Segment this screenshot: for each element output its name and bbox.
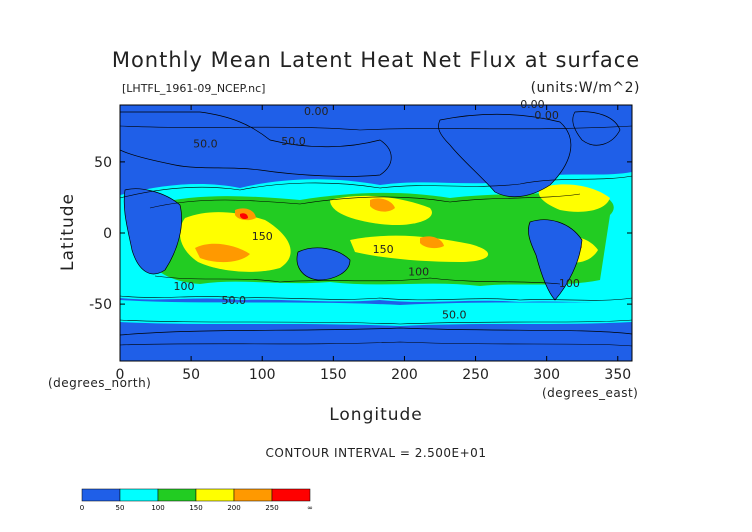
contour-line	[120, 175, 632, 199]
colorbar-level-label: 50	[116, 504, 125, 512]
x-tick-label: 150	[320, 367, 347, 383]
colorbar-swatches	[81, 488, 311, 502]
x-tick-label: 350	[604, 367, 631, 383]
contour-line	[154, 275, 561, 285]
land-north-america	[438, 113, 572, 198]
x-tick-label: 200	[391, 367, 418, 383]
contour-value-label: 100	[174, 280, 195, 293]
contour-line	[120, 341, 632, 347]
axes-group: 0 50 100 150 200 250 300 350 -50 0 50	[89, 105, 632, 383]
contour-line	[120, 319, 632, 325]
contour-band-200-250-3	[420, 236, 444, 249]
x-tick-label: 100	[249, 367, 276, 383]
contour-band-150-200-central	[350, 235, 489, 262]
x-tick-label: 0	[116, 367, 125, 383]
colorbar-level-label: 200	[227, 504, 240, 512]
colorbar-level-label: 0	[80, 504, 84, 512]
colorbar-level-label: 100	[151, 504, 164, 512]
contour-value-label: 50.0	[281, 135, 306, 148]
contour-band-200-250-1	[195, 243, 250, 263]
land-europe-asia	[120, 111, 392, 177]
contour-value-label: 150	[252, 230, 273, 243]
y-tick-label: 0	[103, 226, 112, 242]
contour-value-label: 0.00	[534, 109, 559, 122]
contour-band-200-250-2	[370, 198, 395, 212]
contour-value-label: 50.0	[442, 308, 467, 321]
contour-labels-group: 0.000.000.0050.050.015015010010050.050.0…	[174, 98, 580, 321]
x-tick-label: 250	[462, 367, 489, 383]
contour-line	[120, 125, 632, 131]
y-tick-label: 50	[94, 155, 112, 171]
contour-value-label: 100	[559, 277, 580, 290]
colorbar-swatch	[157, 488, 197, 502]
contour-value-label: 50.0	[193, 138, 218, 151]
colorbar-level-label: 250	[265, 504, 278, 512]
land-greenland	[572, 111, 621, 146]
x-axis-label: Longitude	[329, 405, 423, 425]
colorbar-swatch	[271, 488, 311, 502]
contour-line	[120, 295, 632, 301]
contour-value-label: 0.00	[304, 105, 329, 118]
colorbar-swatch	[119, 488, 159, 502]
dataset-filename: [LHTFL_1961-09_NCEP.nc]	[122, 82, 266, 95]
x-unit-note: (degrees_east)	[542, 386, 639, 400]
y-tick-label: -50	[89, 297, 112, 313]
chart-title: Monthly Mean Latent Heat Net Flux at sur…	[111, 48, 641, 72]
colorbar-swatch	[195, 488, 235, 502]
land-africa	[123, 188, 182, 275]
colorbar-labels: 0 50 100 150 200 250 ∞	[80, 504, 313, 512]
contour-interval-label: CONTOUR INTERVAL = 2.500E+01	[265, 446, 487, 460]
contour-band-150-200-east	[538, 184, 610, 212]
land-south-america	[528, 219, 583, 301]
colorbar-level-label: ∞	[307, 504, 313, 512]
colorbar-swatch	[81, 488, 121, 502]
contour-band-above-250	[240, 213, 248, 220]
x-tick-label: 300	[533, 367, 560, 383]
contour-band-50-100-south	[120, 300, 632, 326]
colorbar-swatch	[233, 488, 273, 502]
land-antarctica	[120, 327, 632, 361]
contour-value-label: 100	[408, 266, 429, 279]
y-unit-note: (degrees_north)	[48, 376, 152, 390]
colorbar-level-label: 150	[189, 504, 202, 512]
contour-value-label: 50.0	[222, 294, 247, 307]
contour-value-label: 0.00	[520, 98, 545, 111]
x-tick-label: 50	[182, 367, 200, 383]
units-label: (units:W/m^2)	[530, 80, 640, 96]
contour-line	[149, 193, 581, 209]
contour-value-label: 150	[373, 243, 394, 256]
land-australia	[296, 247, 351, 281]
